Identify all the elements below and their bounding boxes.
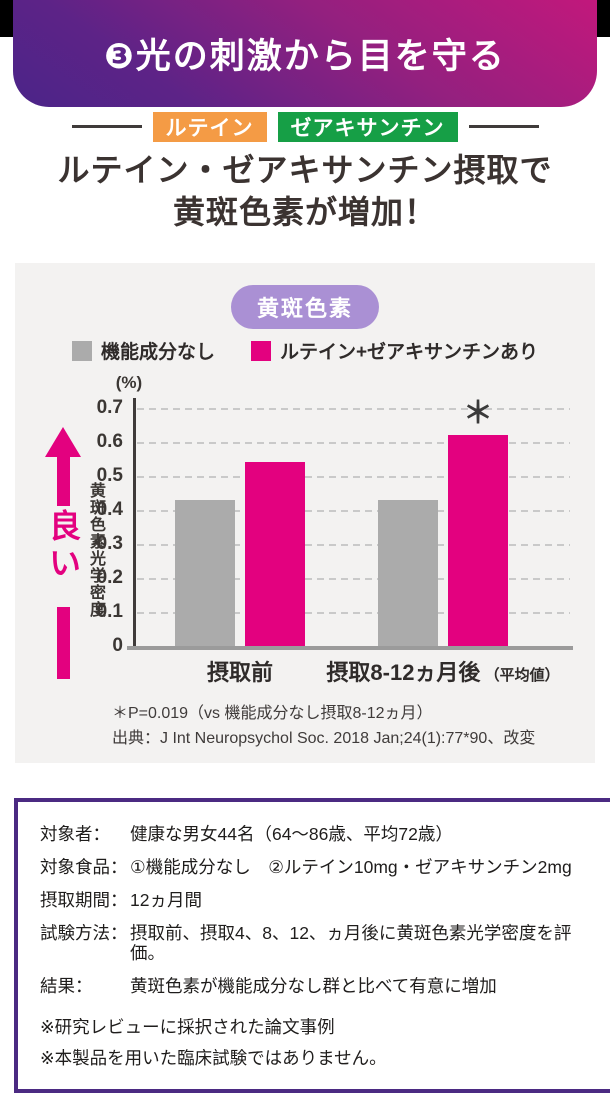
study-info-note: ※研究レビューに採択された論文事例 xyxy=(40,1017,335,1037)
y-tick-label: 0.4 xyxy=(96,499,123,520)
study-info-label: 対象者： xyxy=(40,824,110,844)
study-info-row: 対象者： 健康な男女44名（64〜86歳、平均72歳） xyxy=(40,824,610,844)
zeaxanthin-badge: ゼアキサンチン xyxy=(277,111,458,142)
headline: ルテイン・ゼアキサンチン摂取で 黄斑色素が増加！ xyxy=(0,149,610,233)
y-tick-label: 0.3 xyxy=(96,533,123,554)
study-info-rows: 対象者： 健康な男女44名（64〜86歳、平均72歳） 対象食品： ①機能成分なし ②… xyxy=(40,824,610,996)
y-axis-ticks: 0 0.1 0.2 0.3 0.4 0.5 0.6 0.7 xyxy=(65,397,123,656)
headline-line1: ルテイン・ゼアキサンチン摂取で xyxy=(57,152,553,188)
study-info-label: 試験方法： xyxy=(40,923,128,943)
bar-control-group2 xyxy=(378,500,438,646)
x-axis-line xyxy=(127,646,573,650)
study-info-row: 摂取期間： 12ヵ月間 xyxy=(40,890,610,910)
decorative-rule-left xyxy=(71,125,142,128)
legend-label-active: ルテイン+ゼアキサンチンあり xyxy=(279,342,539,363)
good-arrow-shaft-bottom xyxy=(57,607,70,679)
legend-item-control: 機能成分なし xyxy=(71,337,215,364)
legend-item-active: ルテイン+ゼアキサンチンあり xyxy=(250,337,539,364)
chart-title-badge: 黄斑色素 xyxy=(230,285,380,329)
gridline xyxy=(137,544,570,546)
study-info-row: 対象食品： ①機能成分なし ②ルテイン10mg・ゼアキサンチン2mg xyxy=(40,857,610,877)
study-info-label: 摂取期間： xyxy=(40,890,128,910)
legend-label-control: 機能成分なし xyxy=(100,342,215,363)
x-axis-labels: 摂取前 摂取8-12ヵ月後 （平均値） xyxy=(133,655,570,691)
study-info-value: 健康な男女44名（64〜86歳、平均72歳） xyxy=(130,824,453,844)
significance-footnote: ＊P=0.019（vs 機能成分なし摂取8-12ヵ月） xyxy=(112,705,433,722)
gridline xyxy=(137,442,570,444)
bar-control-group1 xyxy=(175,500,235,646)
y-tick-label: 0.5 xyxy=(96,465,123,486)
study-info-row: 結果： 黄斑色素が機能成分なし群と比べて有意に増加 xyxy=(40,976,610,996)
x-category-label: 摂取前 xyxy=(206,660,274,685)
study-info-value: 摂取前、摂取4、8、12、ヵ月後に黄斑色素光学密度を評価。 xyxy=(130,923,572,963)
y-tick-label: 0.2 xyxy=(96,567,123,588)
section-title: ❸光の刺激から目を守る xyxy=(104,37,506,76)
study-info-value: 12ヵ月間 xyxy=(130,890,202,910)
x-category-label: 摂取8-12ヵ月後 （平均値） xyxy=(326,660,560,685)
significance-marker: ＊ xyxy=(463,397,493,430)
gridline xyxy=(137,476,570,478)
y-axis-title: 黄斑色素光学密度 xyxy=(87,482,104,618)
legend-swatch-active xyxy=(250,340,271,361)
good-direction-arrow-icon xyxy=(45,427,81,457)
y-axis-unit: (%) xyxy=(115,373,143,392)
study-info-box: 対象者： 健康な男女44名（64〜86歳、平均72歳） 対象食品： ①機能成分なし ②… xyxy=(14,798,610,1093)
source-citation: 出典：J Int Neuropsychol Soc. 2018 Jan;24(1… xyxy=(112,730,536,747)
bar-active-group2 xyxy=(448,435,508,646)
gridline xyxy=(137,578,570,580)
lutein-badge: ルテイン xyxy=(152,111,267,142)
study-info-label: 対象食品： xyxy=(40,857,128,877)
headline-line2: 黄斑色素が増加！ xyxy=(172,194,437,230)
chart-footnotes: ＊P=0.019（vs 機能成分なし摂取8-12ヵ月） 出典：J Int Neu… xyxy=(112,701,535,751)
study-info-note: ※本製品を用いた臨床試験ではありません。 xyxy=(40,1048,387,1068)
decorative-rule-right xyxy=(468,125,539,128)
bar-active-group1 xyxy=(245,462,305,646)
study-info-label: 結果： xyxy=(40,976,93,996)
good-label: 良い xyxy=(45,509,81,583)
ingredient-badge-row: ルテイン ゼアキサンチン xyxy=(0,111,610,142)
good-arrow-shaft-top xyxy=(57,456,70,506)
y-axis-line xyxy=(133,398,136,647)
gridline xyxy=(137,408,570,410)
study-info-value: ①機能成分なし ②ルテイン10mg・ゼアキサンチン2mg xyxy=(130,857,572,877)
study-info-notes: ※研究レビューに採択された論文事例 ※本製品を用いた臨床試験ではありません。 xyxy=(40,1012,610,1074)
y-tick-label: 0.6 xyxy=(96,431,123,452)
y-tick-label: 0.1 xyxy=(96,601,123,622)
study-info-row: 試験方法： 摂取前、摂取4、8、12、ヵ月後に黄斑色素光学密度を評価。 xyxy=(40,923,610,963)
legend-swatch-control xyxy=(71,340,92,361)
chart-panel: 黄斑色素 機能成分なし ルテイン+ゼアキサンチンあり (%) 0 0.1 0.2 0.… xyxy=(15,263,595,763)
chart-legend: 機能成分なし ルテイン+ゼアキサンチンあり xyxy=(15,337,595,364)
study-info-value: 黄斑色素が機能成分なし群と比べて有意に増加 xyxy=(130,976,497,996)
y-tick-label: 0.7 xyxy=(96,397,123,418)
y-tick-label: 0 xyxy=(112,635,123,656)
section-header: ❸光の刺激から目を守る xyxy=(13,0,597,107)
gridline xyxy=(137,510,570,512)
gridline xyxy=(137,612,570,614)
plot-area: ＊ xyxy=(133,399,570,646)
